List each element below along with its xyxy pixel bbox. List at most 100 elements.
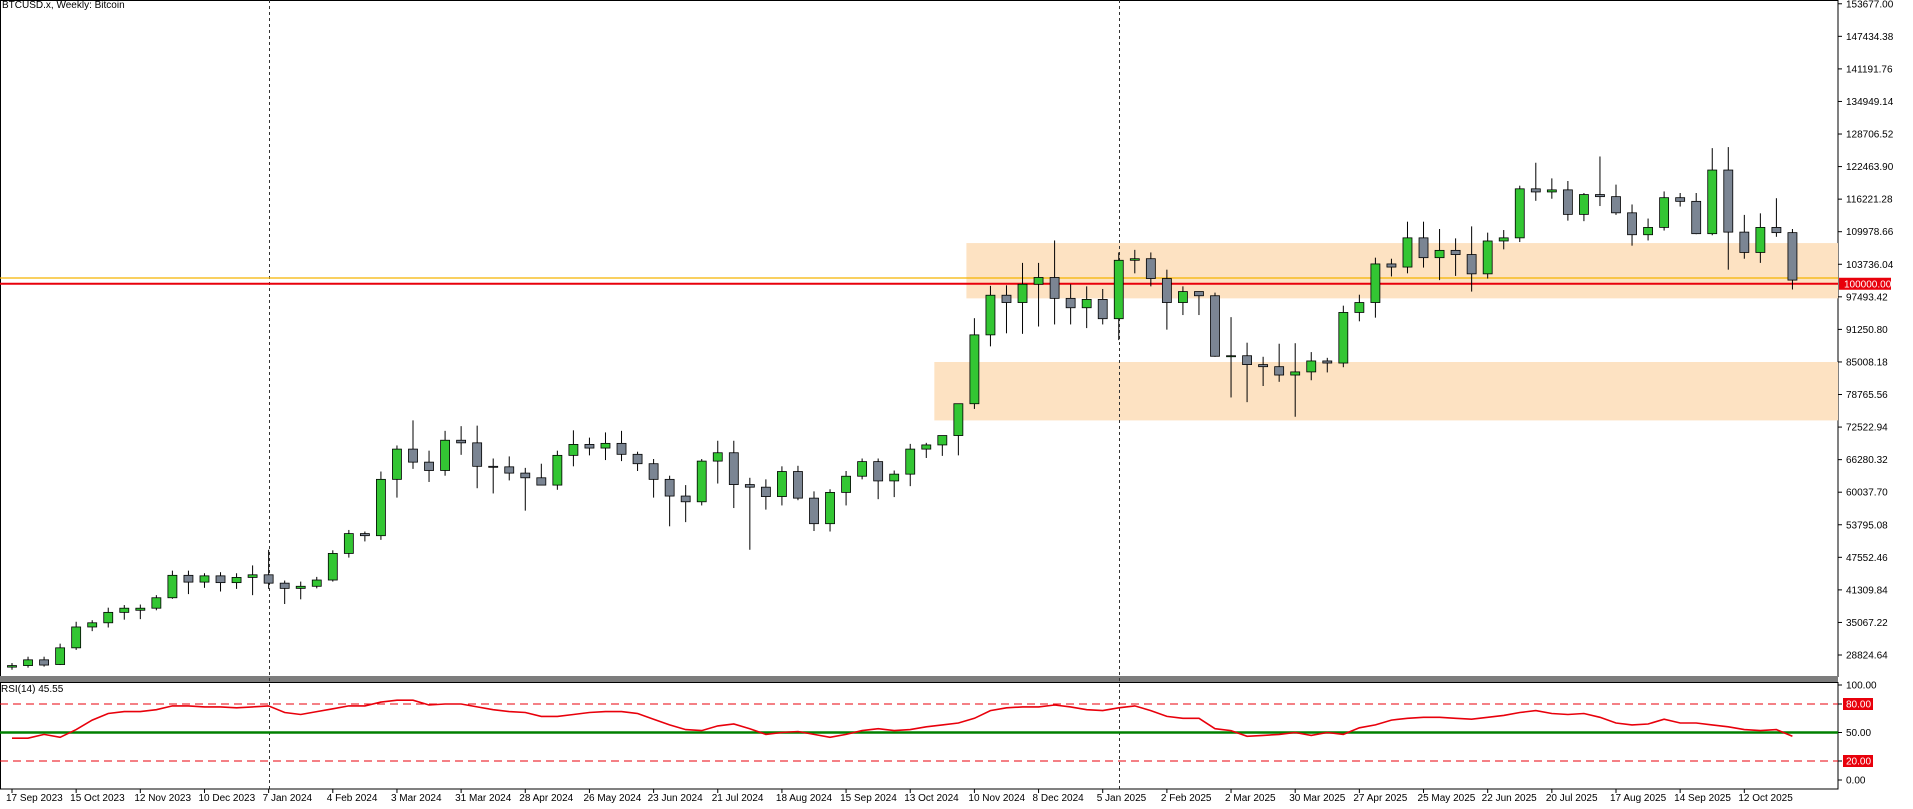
candle-body-107	[1723, 169, 1734, 233]
candle-body-102	[1643, 227, 1653, 236]
candle-body-75	[1210, 295, 1220, 357]
time-tick-label-1: 15 Oct 2023	[70, 793, 125, 804]
candle-body-15	[247, 574, 258, 578]
candle-body-110	[1771, 227, 1782, 234]
candle-body-51	[825, 491, 835, 525]
main-plot-area	[0, 0, 1839, 682]
candle-body-43	[696, 460, 707, 503]
price-tick-label-15: 122463.90	[1846, 162, 1894, 173]
price-tick-label-16: 128706.52	[1846, 130, 1894, 141]
candle-body-84	[1354, 302, 1365, 313]
candle-body-48	[777, 471, 787, 497]
time-tick-label-19: 2 Mar 2025	[1225, 793, 1276, 804]
candle-body-7	[119, 607, 130, 613]
time-tick-label-11: 21 Jul 2024	[712, 793, 764, 804]
candle-body-12	[199, 575, 210, 583]
time-tick-label-6: 3 Mar 2024	[391, 793, 442, 804]
time-tick-label-25: 17 Aug 2025	[1610, 793, 1667, 804]
candle-body-23	[376, 478, 386, 537]
horizontal-levels	[0, 277, 1838, 285]
candle-body-108	[1739, 231, 1750, 253]
candle-body-19	[311, 579, 322, 587]
candle-body-101	[1627, 212, 1637, 236]
price-tick-label-9: 85008.18	[1846, 357, 1888, 368]
time-tick-label-16: 8 Dec 2024	[1033, 793, 1085, 804]
price-tick-label-10: 91250.80	[1846, 325, 1888, 336]
candle-body-95	[1530, 188, 1541, 193]
candle-body-111	[1787, 232, 1798, 281]
price-tick-label-5: 60037.70	[1846, 488, 1888, 499]
rsi-pane	[0, 682, 1839, 790]
candle-body-62	[1001, 294, 1012, 303]
price-tick-label-19: 147434.38	[1846, 32, 1894, 43]
candle-body-2	[39, 659, 49, 666]
candle-body-40	[648, 463, 659, 480]
candle-body-79	[1274, 366, 1285, 376]
time-tick-label-12: 18 Aug 2024	[776, 793, 833, 804]
rsi-tick-label-4: 0.00	[1846, 776, 1866, 787]
candle-body-3	[55, 647, 66, 665]
candle-body-68	[1097, 299, 1108, 320]
time-tick-label-18: 2 Feb 2025	[1161, 793, 1212, 804]
candle-body-76	[1226, 355, 1236, 358]
candle-body-78	[1258, 364, 1269, 368]
candle-body-80	[1290, 371, 1301, 376]
price-tick-label-20: 153677.00	[1846, 0, 1894, 10]
candle-body-66	[1065, 297, 1076, 309]
candle-body-30	[488, 465, 499, 468]
candle-body-18	[295, 585, 306, 589]
candle-body-37	[600, 442, 611, 449]
candle-body-89	[1434, 249, 1445, 259]
rsi-title: RSI(14) 45.55	[1, 684, 64, 695]
price-tick-label-8: 78765.56	[1846, 390, 1888, 401]
time-tick-label-9: 26 May 2024	[583, 793, 641, 804]
candle-body-9	[151, 597, 162, 609]
candle-body-86	[1386, 263, 1397, 268]
candle-body-36	[584, 444, 595, 449]
time-tick-label-23: 22 Jun 2025	[1482, 793, 1537, 804]
time-tick-label-20: 30 Mar 2025	[1289, 793, 1346, 804]
time-tick-label-13: 15 Sep 2024	[840, 793, 897, 804]
candle-body-87	[1402, 237, 1413, 268]
candle-body-20	[327, 553, 338, 581]
candle-body-106	[1707, 169, 1718, 235]
candle-body-35	[568, 444, 579, 456]
candle-body-69	[1113, 259, 1124, 320]
candle-body-45	[728, 452, 739, 485]
candle-body-70	[1129, 258, 1140, 261]
candle-body-27	[440, 439, 450, 471]
price-axis: 28824.64 35067.22 41309.84 47552.46 53795.08…	[1838, 0, 1894, 662]
candle-body-67	[1081, 299, 1092, 309]
time-axis: 17 Sep 2023 15 Oct 2023 12 Nov 2023 10 Dec …	[6, 789, 1793, 804]
candle-body-61	[985, 294, 996, 336]
candle-body-53	[857, 461, 868, 477]
candle-body-28	[456, 439, 467, 444]
candle-body-16	[263, 574, 274, 584]
candle-body-34	[552, 454, 563, 486]
time-tick-label-0: 17 Sep 2023	[6, 793, 63, 804]
candle-body-10	[167, 574, 178, 599]
price-tick-label-6: 66280.32	[1846, 455, 1888, 466]
candle-body-52	[841, 475, 851, 493]
candle-body-38	[616, 442, 627, 455]
candle-body-8	[135, 607, 146, 611]
main-frame	[0, 0, 1839, 677]
candle-body-21	[343, 533, 354, 554]
candle-body-65	[1049, 277, 1060, 299]
candle-body-77	[1242, 355, 1252, 366]
candle-body-39	[632, 453, 643, 465]
time-tick-label-22: 25 May 2025	[1418, 793, 1476, 804]
price-tick-label-18: 141191.76	[1846, 64, 1893, 75]
price-tick-label-0: 28824.64	[1846, 651, 1888, 662]
candle-body-60	[969, 334, 980, 405]
candle-body-64	[1033, 277, 1044, 285]
price-tick-label-1: 35067.22	[1846, 618, 1888, 629]
time-tick-label-15: 10 Nov 2024	[968, 793, 1025, 804]
price-tick-label-3: 47552.46	[1846, 553, 1888, 564]
chart-title: BTCUSD.x, Weekly: Bitcoin	[2, 0, 125, 11]
rsi-axis: 100.00 80.00 50.00 20.00 0.00	[1838, 681, 1877, 787]
candle-body-13	[215, 575, 226, 584]
candle-body-57	[921, 444, 932, 450]
candle-body-105	[1691, 200, 1702, 235]
